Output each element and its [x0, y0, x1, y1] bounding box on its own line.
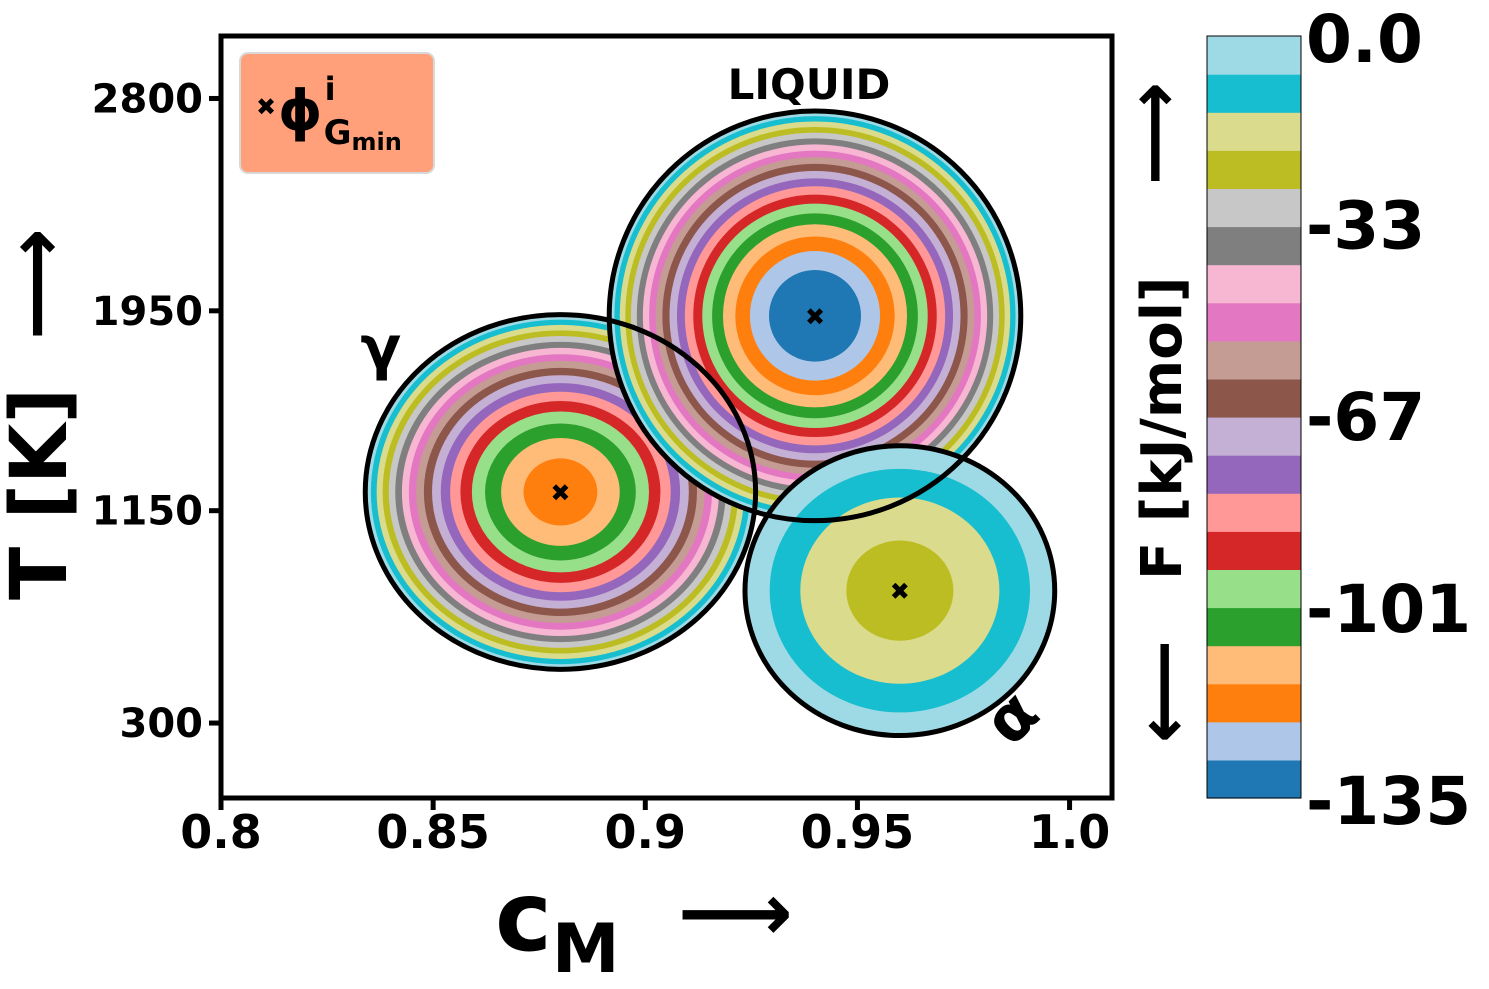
legend-label-sub: G [324, 113, 352, 153]
contour-band [768, 270, 862, 362]
legend-marker: ✖ [256, 93, 276, 121]
colorbar-segment [1207, 150, 1301, 189]
colorbar-arrow-down: ⟶ [1125, 640, 1209, 743]
x-axis-label-main: c [495, 861, 552, 973]
colorbar-segment [1207, 721, 1301, 761]
colorbar-tick-label: -135 [1306, 763, 1471, 840]
phase-boundary [362, 312, 759, 672]
contour-layer [365, 110, 1055, 736]
colorbar-arrow-up: ⟶ [1111, 82, 1195, 185]
colorbar-segment [1207, 455, 1301, 494]
colorbar-segment [1207, 226, 1301, 266]
phase-1-contours [609, 110, 1021, 521]
y-axis-label: T [K] [0, 388, 85, 600]
contour-band [523, 458, 598, 526]
y-tick-label: 1950 [92, 289, 203, 335]
colorbar-segment [1207, 493, 1301, 532]
legend-label-main: ϕ [278, 79, 323, 144]
x-tick-label: 0.9 [605, 805, 687, 859]
colorbar-segment [1207, 188, 1301, 228]
colorbar-segment [1207, 607, 1301, 647]
colorbar-ticks: 0.0 -33 -67 -101 -135 [1306, 1, 1471, 840]
x-axis-label: cM [495, 861, 620, 989]
colorbar [1207, 36, 1301, 799]
minimum-marker: ✖ [550, 479, 570, 507]
y-tick-label: 1150 [92, 489, 203, 535]
colorbar-tick-label: -33 [1306, 187, 1425, 264]
contour-band [846, 540, 954, 641]
x-axis-arrow: ⟶ [678, 866, 793, 959]
legend-label-sup: i [325, 70, 336, 108]
y-tick-label: 2800 [92, 76, 203, 122]
minimum-marker: ✖ [890, 578, 910, 606]
colorbar-tick-label: -101 [1306, 571, 1471, 648]
colorbar-label: F [kJ/mol] [1130, 277, 1195, 581]
colorbar-segment [1207, 759, 1301, 799]
colorbar-segment [1207, 112, 1301, 151]
colorbar-tick-label: -67 [1306, 379, 1425, 456]
colorbar-segment [1207, 417, 1301, 456]
phase-boundary [742, 443, 1058, 739]
colorbar-tick-label: 0.0 [1306, 1, 1423, 78]
plot-frame [218, 33, 1115, 801]
colorbar-segment [1207, 531, 1301, 570]
x-tick-label: 0.95 [801, 805, 915, 859]
colorbar-segment [1207, 378, 1301, 418]
colorbar-segment [1207, 36, 1301, 75]
phase-label: LIQUID [728, 60, 891, 109]
phase-0-contours [365, 314, 756, 670]
minimum-marker: ✖ [805, 303, 825, 331]
colorbar-segment [1207, 340, 1301, 380]
legend-box [239, 52, 435, 174]
x-tick-label: 0.8 [180, 805, 262, 859]
colorbar-segment [1207, 74, 1301, 113]
x-tick-label: 0.85 [376, 805, 490, 859]
colorbar-segment [1207, 264, 1301, 304]
y-axis: 300 1150 1950 2800 [92, 76, 221, 747]
y-tick-label: 300 [120, 701, 204, 747]
colorbar-segment [1207, 569, 1301, 609]
y-axis-arrow: ⟶ [0, 228, 81, 340]
legend: ✖ ϕi Gmin [239, 52, 435, 174]
minimum-markers: ✖ ✖ ✖ [362, 108, 1058, 739]
x-axis: 0.8 0.85 0.9 0.95 1.0 [180, 798, 1110, 859]
legend-label-subsub: min [352, 128, 402, 156]
phase-boundary [606, 108, 1024, 524]
legend-label: ϕi Gmin [278, 70, 402, 156]
colorbar-segment [1207, 645, 1301, 685]
phase-label: γ [360, 313, 401, 383]
x-axis-label-sub: M [552, 910, 620, 989]
x-tick-label: 1.0 [1029, 805, 1111, 859]
colorbar-segment [1207, 302, 1301, 342]
colorbar-frame [1206, 35, 1302, 799]
colorbar-segment [1207, 683, 1301, 723]
